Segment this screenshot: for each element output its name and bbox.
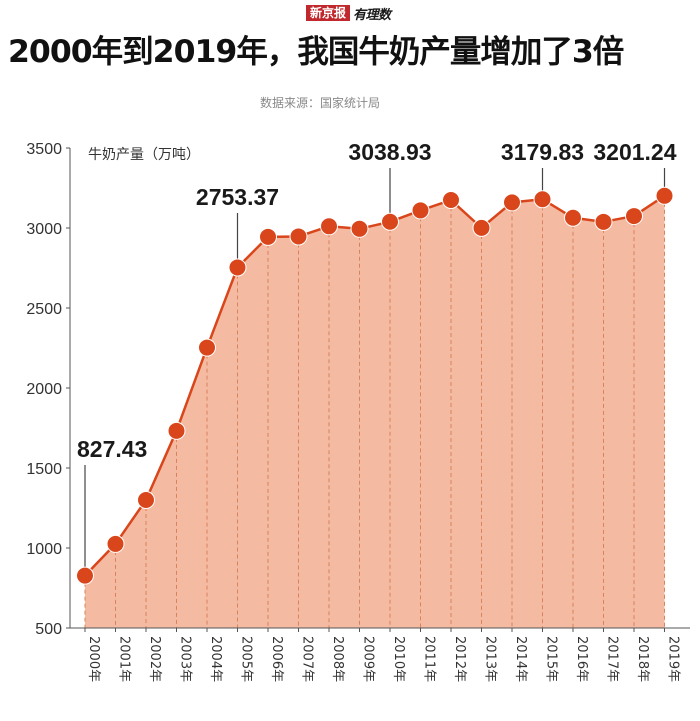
y-tick-label: 500 <box>35 621 62 638</box>
x-tick-label: 2014年 <box>513 636 528 682</box>
data-point <box>320 217 338 236</box>
x-tick-label: 2008年 <box>330 636 345 682</box>
x-tick-label: 2013年 <box>483 636 498 682</box>
data-point <box>198 338 216 357</box>
x-tick-label: 2005年 <box>239 636 254 682</box>
x-tick-label: 2003年 <box>178 636 193 682</box>
data-point <box>167 421 186 440</box>
y-tick-label: 1500 <box>26 461 62 478</box>
data-point <box>655 186 674 205</box>
data-point <box>503 193 521 212</box>
x-tick-label: 2018年 <box>635 636 650 682</box>
data-point <box>76 566 94 585</box>
data-point <box>259 227 277 246</box>
area-fill <box>85 195 665 628</box>
x-tick-label: 2002年 <box>147 636 162 682</box>
x-tick-label: 2017年 <box>605 636 620 682</box>
data-point <box>472 218 491 237</box>
x-tick-label: 2010年 <box>391 636 406 682</box>
brand-logo: 新京报 有理数 <box>306 4 391 23</box>
data-point <box>442 191 460 210</box>
data-label: 2753.37 <box>196 184 279 210</box>
brand-name: 新京报 <box>306 5 351 21</box>
data-point <box>137 490 155 509</box>
x-tick-label: 2009年 <box>361 636 376 682</box>
data-point <box>564 208 582 227</box>
data-point <box>381 212 399 231</box>
data-label: 3201.24 <box>593 139 676 165</box>
data-point <box>289 227 308 246</box>
data-point <box>411 201 430 220</box>
brand-column-name: 有理数 <box>353 7 391 23</box>
data-label: 827.43 <box>77 436 147 462</box>
x-tick-label: 2000年 <box>86 636 101 682</box>
y-tick-label: 2500 <box>26 301 62 318</box>
data-source: 数据来源：国家统计局 <box>260 96 381 110</box>
data-point <box>228 258 247 277</box>
y-tick-label: 3500 <box>26 141 62 158</box>
x-tick-label: 2015年 <box>544 636 559 682</box>
x-tick-label: 2019年 <box>666 636 681 682</box>
y-tick-label: 1000 <box>26 541 62 558</box>
chart-title: 2000年到2019年，我国牛奶产量增加了3倍 <box>8 34 624 70</box>
x-tick-label: 2001年 <box>117 636 132 682</box>
x-tick-label: 2004年 <box>208 636 223 682</box>
y-tick-label: 2000 <box>26 381 62 398</box>
x-tick-label: 2012年 <box>452 636 467 682</box>
x-tick-label: 2007年 <box>300 636 315 682</box>
data-label: 3179.83 <box>501 139 584 165</box>
x-tick-label: 2011年 <box>422 636 437 682</box>
x-tick-label: 2016年 <box>574 636 589 682</box>
y-tick-label: 3000 <box>26 221 62 238</box>
data-point <box>533 190 552 209</box>
y-axis-label: 牛奶产量（万吨） <box>88 147 200 163</box>
data-point <box>106 534 125 553</box>
x-tick-label: 2006年 <box>269 636 284 682</box>
data-point <box>350 219 369 238</box>
data-label: 3038.93 <box>348 139 431 165</box>
data-point <box>625 207 643 226</box>
data-point <box>594 212 613 231</box>
